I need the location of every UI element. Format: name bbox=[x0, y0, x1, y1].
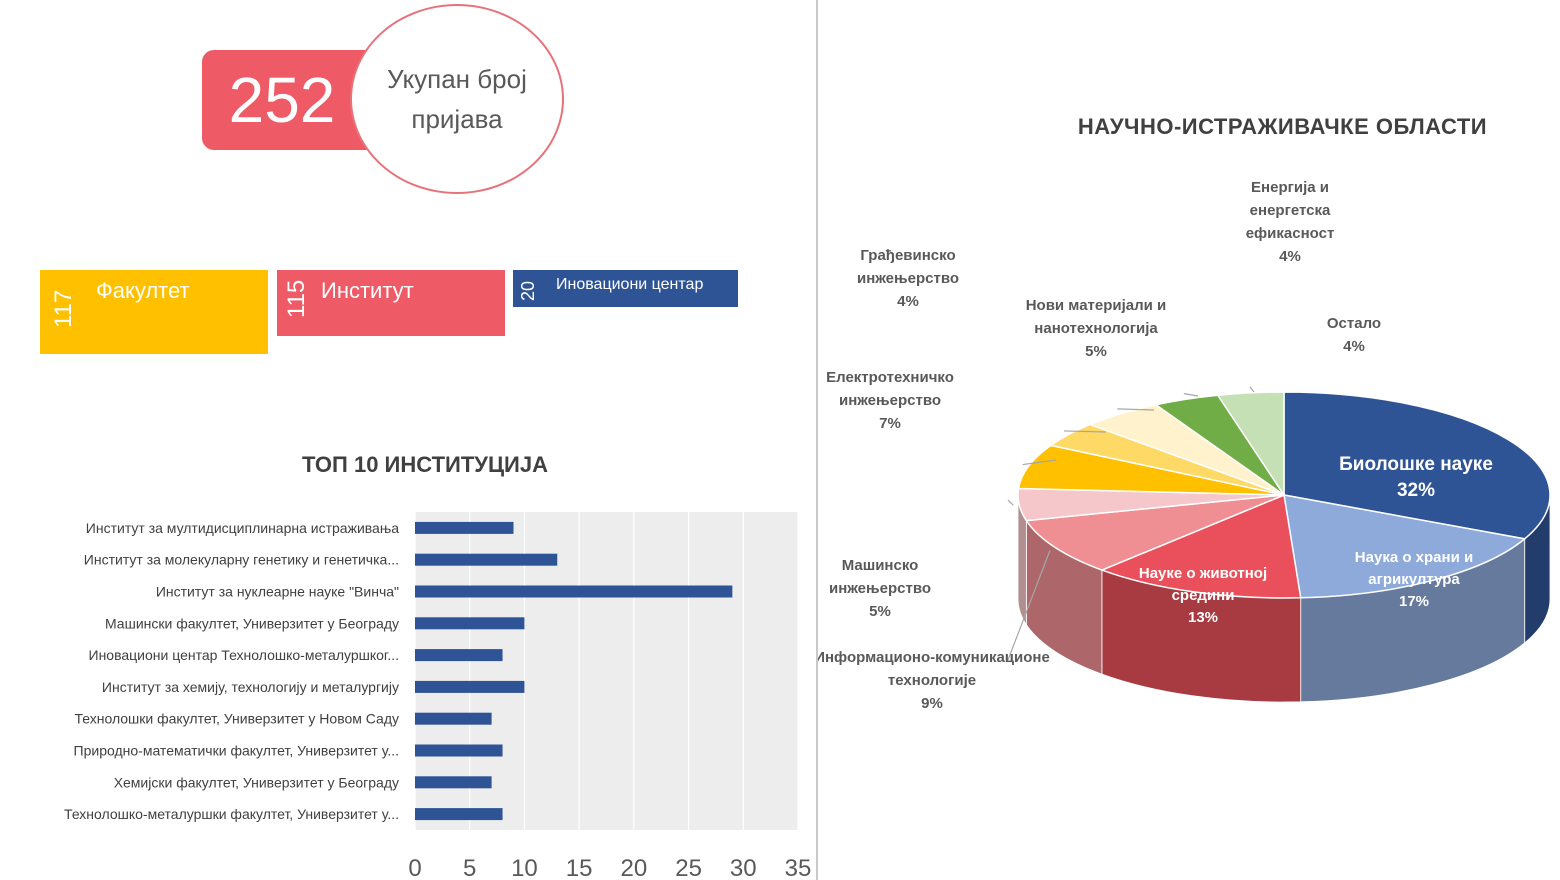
pie-label-text: инжењерство bbox=[857, 270, 959, 287]
pie-label-text: 13% bbox=[1188, 609, 1218, 626]
pie-label-text: 4% bbox=[1343, 338, 1365, 355]
card-inovacioni-centar-value: 20 bbox=[518, 280, 538, 301]
pie-leader-line bbox=[1183, 393, 1199, 397]
bar-category-label: Институт за нуклеарне науке "Винча" bbox=[156, 584, 399, 600]
pie-label-text: 7% bbox=[879, 415, 901, 432]
card-fakultet: 117 Факултет bbox=[40, 270, 268, 354]
card-fakultet-label: Факултет bbox=[96, 278, 190, 303]
pie-label-text: инжењерство bbox=[839, 392, 941, 409]
pie-label-text: Електротехничко bbox=[826, 369, 954, 386]
pie-label-text: технологије bbox=[888, 672, 976, 689]
bar-x-tick-label: 25 bbox=[675, 855, 702, 880]
pie-slice-label: Електротехничко инжењерство 7% bbox=[826, 369, 954, 432]
pie-label-text: 17% bbox=[1399, 593, 1429, 610]
card-institut-label: Институт bbox=[321, 278, 414, 303]
pie-label-text: Науке о животној bbox=[1139, 565, 1267, 582]
bar-category-label: Хемијски факултет, Универзитет у Београд… bbox=[114, 774, 399, 790]
bar-mark bbox=[415, 808, 503, 821]
pie-label-text: Грађевинско bbox=[860, 247, 955, 264]
pie-label-text: инжењерство bbox=[829, 580, 931, 597]
bar-mark bbox=[415, 744, 503, 757]
pie-label-text: 5% bbox=[1085, 343, 1107, 360]
pie-label-text: агрикултура bbox=[1368, 571, 1460, 588]
pie-slice-label: Енергија и енергетска ефикасност 4% bbox=[1246, 179, 1335, 265]
bar-category-label: Институт за мултидисциплинарна истражива… bbox=[86, 520, 399, 536]
bar-mark bbox=[415, 585, 733, 598]
pie-label-text: Остало bbox=[1327, 315, 1381, 332]
pie-label-text: Енергија и bbox=[1251, 179, 1329, 196]
bar-category-label: Технолошко-металуршки факултет, Универзи… bbox=[64, 806, 399, 822]
bar-mark bbox=[415, 553, 558, 566]
bar-x-tick-label: 5 bbox=[463, 855, 476, 880]
bar-mark bbox=[415, 680, 525, 693]
bar-category-label: Институт за хемију, технологију и металу… bbox=[102, 679, 399, 695]
bar-chart-title: ТОП 10 ИНСТИТУЦИЈА bbox=[302, 452, 548, 477]
bar-mark bbox=[415, 649, 503, 662]
card-fakultet-value: 117 bbox=[50, 289, 77, 328]
pie-leader-line bbox=[1022, 459, 1057, 466]
column-divider bbox=[816, 0, 818, 880]
card-inovacioni-centar: 20 Иновациони центар bbox=[513, 270, 738, 307]
pie-label-text: Наука о храни и bbox=[1355, 549, 1473, 566]
pie-label-text: 4% bbox=[897, 293, 919, 310]
pie-slice bbox=[1099, 493, 1302, 599]
pie-slice-label: Информационо-комуникационе технологије 9% bbox=[818, 649, 1050, 712]
pie-label-text: средини bbox=[1172, 587, 1235, 604]
pie-slice-label: Наука о храни и агрикултура 17% bbox=[1355, 549, 1473, 610]
pie-label-text: 4% bbox=[1279, 248, 1301, 265]
pie-slice bbox=[1283, 494, 1527, 599]
card-inovacioni-centar-label: Иновациони центар bbox=[556, 276, 704, 293]
pie-label-text: 9% bbox=[921, 695, 943, 712]
pie-slice-label: Биолошке науке 32% bbox=[1339, 454, 1493, 501]
pie-chart-title: НАУЧНО-ИСТРАЖИВАЧКЕ ОБЛАСТИ bbox=[1077, 114, 1488, 139]
pie-slice-label: Машинско инжењерство 5% bbox=[829, 557, 931, 620]
bar-x-tick-label: 15 bbox=[566, 855, 593, 880]
pie-leader-line bbox=[1063, 430, 1107, 433]
pie-label-text: Биолошке науке bbox=[1339, 454, 1493, 475]
pie-slice-label: Остало 4% bbox=[1327, 315, 1381, 355]
pie-label-text: Информационо-комуникационе bbox=[818, 649, 1050, 666]
pie-label-text: ефикасност bbox=[1246, 225, 1335, 242]
pie-slice-label: Нови материјали и нанотехнологија 5% bbox=[1026, 297, 1167, 360]
bar-x-tick-label: 30 bbox=[730, 855, 757, 880]
pie-label-text: 32% bbox=[1397, 480, 1435, 501]
pie-label-text: 5% bbox=[869, 603, 891, 620]
bar-category-label: Технолошки факултет, Универзитет у Новом… bbox=[74, 711, 399, 727]
bar-category-label: Иновациони центар Технолошко-металуршког… bbox=[89, 647, 400, 663]
pie-leader-line bbox=[1007, 499, 1014, 506]
pie-label-text: Нови материјали и bbox=[1026, 297, 1167, 314]
card-institut-value: 115 bbox=[283, 279, 310, 318]
bar-mark bbox=[415, 712, 492, 725]
pie-leader-line bbox=[1249, 386, 1255, 393]
bar-mark bbox=[415, 617, 525, 630]
pie-label-text: енергетска bbox=[1250, 202, 1331, 219]
bar-x-tick-label: 0 bbox=[408, 855, 421, 880]
bar-x-tick-label: 20 bbox=[621, 855, 648, 880]
pie-slice-label: Науке о животној средини 13% bbox=[1139, 565, 1267, 626]
bar-category-label: Природно-математички факултет, Универзит… bbox=[74, 743, 399, 759]
research-areas-pie-chart: Биолошке науке 32% Наука о храни и агрикулт… bbox=[818, 179, 1551, 712]
total-label: Укупан број пријава bbox=[387, 64, 527, 134]
total-value: 252 bbox=[228, 64, 336, 136]
bar-category-label: Институт за молекуларну генетику и генет… bbox=[84, 552, 399, 568]
total-label-circle: Укупан број пријава bbox=[350, 4, 564, 194]
pie-leader-line bbox=[1007, 550, 1051, 661]
bar-mark bbox=[415, 521, 514, 534]
pie-slice bbox=[1025, 494, 1285, 571]
pie-label-text: Машинско bbox=[842, 557, 919, 574]
pie-side-walls bbox=[1017, 494, 1551, 703]
bar-x-tick-label: 10 bbox=[511, 855, 538, 880]
bar-x-tick-label: 35 bbox=[785, 855, 812, 880]
pie-label-text: нанотехнологија bbox=[1034, 320, 1158, 337]
top10-bar-chart: 0 5 10 15 20 25 30 35 Институт за мултидисциплин… bbox=[64, 512, 812, 880]
pie-leader-line bbox=[1117, 408, 1155, 411]
pie-slice bbox=[1216, 391, 1285, 498]
bar-mark bbox=[415, 776, 492, 789]
pie-slice-label: Грађевинско инжењерство 4% bbox=[857, 247, 959, 310]
bar-category-label: Машински факултет, Универзитет у Београд… bbox=[105, 615, 399, 631]
pie-slice bbox=[1017, 444, 1285, 496]
card-institut: 115 Институт bbox=[277, 270, 505, 336]
pie-slice bbox=[1283, 391, 1551, 540]
